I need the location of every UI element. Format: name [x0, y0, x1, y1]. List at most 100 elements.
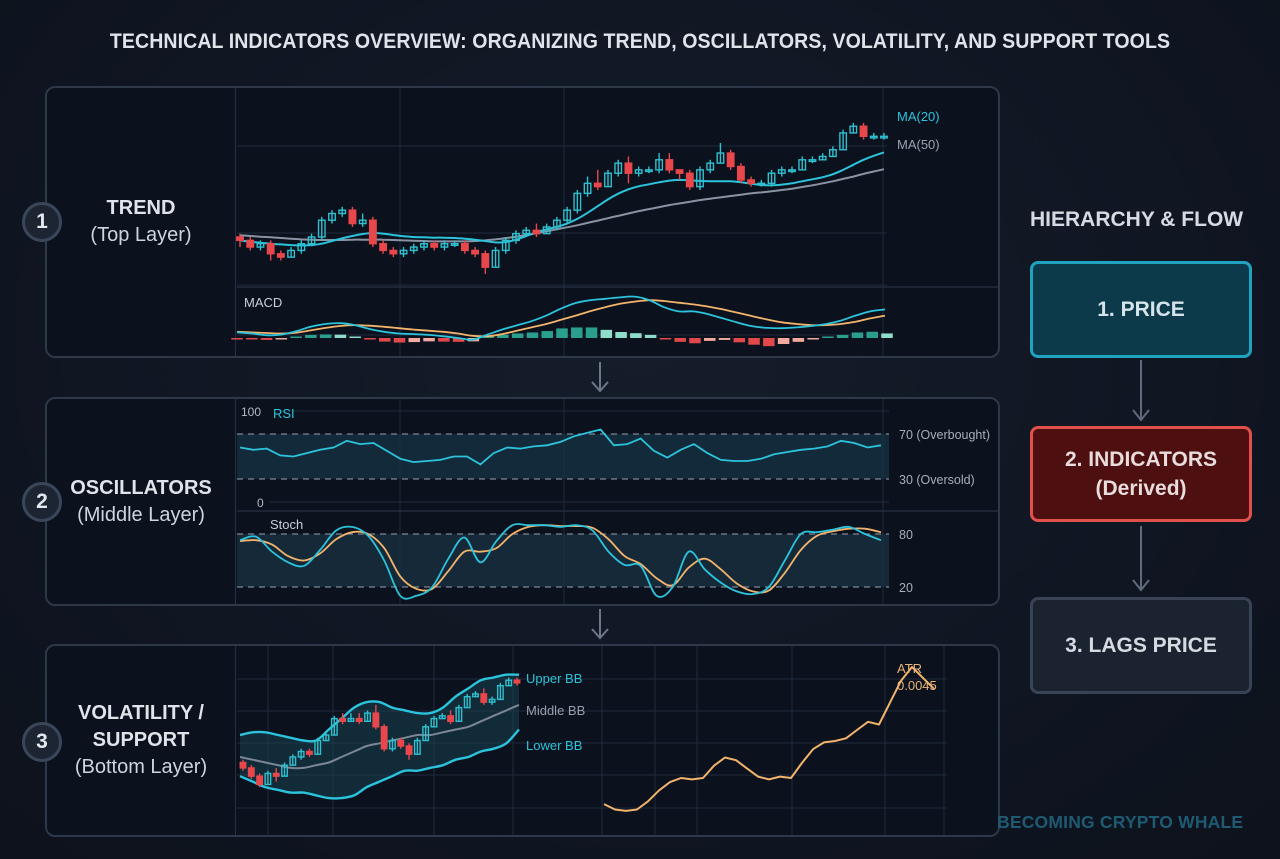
- bull-candle: [347, 717, 355, 723]
- oscillators-panel: OSCILLATORS (Middle Layer) 100 0 RSI 70 (Ov…: [45, 397, 1000, 606]
- bull-candle: [501, 239, 510, 252]
- macd-hist-bar-positive: [541, 331, 553, 338]
- bear-candle: [339, 717, 347, 723]
- rsi-line: [239, 428, 882, 466]
- upper-bb-legend: Upper BB: [526, 671, 582, 686]
- bull-candle: [563, 209, 572, 221]
- stoch-80-label: 80: [899, 528, 913, 542]
- bull-candle: [399, 249, 408, 255]
- bear-candle: [430, 243, 439, 248]
- bear-candle: [379, 243, 388, 252]
- bear-candle: [726, 152, 735, 168]
- bull-candle: [322, 734, 330, 742]
- flow-step-indicators: 2. INDICATORS (Derived): [1030, 426, 1252, 522]
- macd-hist-bar-positive: [630, 333, 642, 338]
- rsi-tick-0: 0: [257, 496, 264, 510]
- bull-candle: [364, 712, 371, 723]
- macd-hist-bar-negative: [231, 338, 243, 340]
- rsi-oversold-label: 30 (Oversold): [899, 473, 975, 487]
- arrow-down-icon: [1132, 526, 1150, 592]
- upper-bb-line: [239, 673, 520, 743]
- bull-candle: [614, 162, 623, 174]
- volatility-title-line1: VOLATILITY /: [78, 702, 204, 724]
- rsi-overbought-label: 70 (Overbought): [899, 428, 990, 442]
- bull-candle: [422, 726, 430, 742]
- flow-step-price: 1. PRICE: [1030, 261, 1252, 358]
- macd-hist-bar-negative: [718, 338, 731, 340]
- bull-candle: [438, 715, 446, 720]
- macd-hist-bar-negative: [674, 338, 686, 342]
- bull-candle: [307, 236, 316, 245]
- bear-candle: [305, 750, 313, 755]
- bear-candle: [266, 243, 275, 255]
- bull-candle: [696, 169, 704, 188]
- macd-hist-bar-positive: [334, 334, 347, 338]
- volatility-panel: VOLATILITY / SUPPORT (Bottom Layer) Uppe…: [45, 644, 1000, 837]
- volatility-label: VOLATILITY / SUPPORT (Bottom Layer): [47, 646, 236, 835]
- trend-subtitle: (Top Layer): [90, 224, 192, 246]
- bull-candle: [450, 243, 459, 247]
- oscillators-label: OSCILLATORS (Middle Layer): [47, 399, 236, 604]
- arrow-down-icon: [591, 609, 609, 640]
- macd-hist-bar-positive: [615, 332, 627, 338]
- macd-hist-bar-negative: [689, 338, 701, 344]
- bull-candle: [634, 169, 643, 174]
- bull-candle: [880, 135, 888, 139]
- bull-candle: [522, 229, 531, 235]
- bull-candle: [849, 125, 858, 134]
- bull-candle: [338, 209, 347, 215]
- macd-signal-line: [236, 299, 886, 338]
- layer-2-badge: 2: [22, 482, 62, 522]
- macd-hist-bar-negative: [792, 338, 805, 342]
- macd-hist-bar-positive: [511, 333, 524, 338]
- bull-candle: [314, 739, 322, 755]
- bull-candle: [788, 169, 796, 173]
- bear-candle: [593, 182, 602, 188]
- macd-hist-bar-negative: [275, 338, 288, 340]
- macd-hist-bar-negative: [777, 338, 790, 344]
- macd-hist-bar-negative: [748, 338, 760, 345]
- bull-candle: [644, 169, 653, 173]
- bull-candle: [317, 219, 326, 238]
- bull-candle: [828, 149, 837, 158]
- bull-candle: [358, 219, 367, 225]
- bear-candle: [532, 229, 541, 235]
- stoch-20-label: 20: [899, 581, 913, 595]
- bull-candle: [389, 739, 396, 750]
- macd-hist-bar-positive: [526, 332, 539, 338]
- macd-hist-bar-positive: [556, 328, 568, 338]
- bear-candle: [859, 125, 868, 137]
- bear-candle: [471, 249, 480, 255]
- arrow-down-icon: [1132, 360, 1150, 422]
- macd-hist-bar-negative: [763, 338, 775, 347]
- bear-candle: [480, 693, 488, 703]
- trend-chart: MA(20) MA(50) MACD: [231, 88, 998, 356]
- macd-hist-bar-positive: [822, 336, 834, 338]
- macd-hist-bar-negative: [260, 338, 273, 340]
- volatility-subtitle: (Bottom Layer): [74, 756, 208, 778]
- bull-candle: [777, 169, 786, 174]
- bear-candle: [380, 726, 388, 750]
- stoch-label: Stoch: [270, 517, 303, 532]
- bear-candle: [747, 179, 756, 184]
- flow-step-indicators-sub: (Derived): [1095, 477, 1187, 500]
- macd-hist-bar-positive: [571, 327, 583, 338]
- ma50-legend: MA(50): [897, 137, 940, 152]
- trend-title: TREND: [106, 197, 176, 219]
- macd-hist-bar-negative: [408, 338, 421, 343]
- macd-hist-bar-negative: [807, 338, 819, 340]
- lower-bb-legend: Lower BB: [526, 738, 582, 753]
- trend-label: TREND (Top Layer): [47, 88, 236, 356]
- macd-hist-bar-positive: [600, 329, 613, 338]
- bull-candle: [281, 764, 288, 777]
- macd-hist-bar-negative: [733, 338, 746, 343]
- macd-hist-bar-positive: [881, 333, 893, 338]
- bull-candle: [440, 243, 449, 248]
- bull-candle: [256, 243, 265, 248]
- bull-candle: [330, 717, 338, 736]
- bull-candle: [297, 243, 306, 252]
- rsi-label: RSI: [273, 406, 295, 421]
- volatility-title-line2: SUPPORT: [92, 729, 190, 751]
- atr-line: [603, 666, 935, 812]
- bear-candle: [460, 243, 469, 252]
